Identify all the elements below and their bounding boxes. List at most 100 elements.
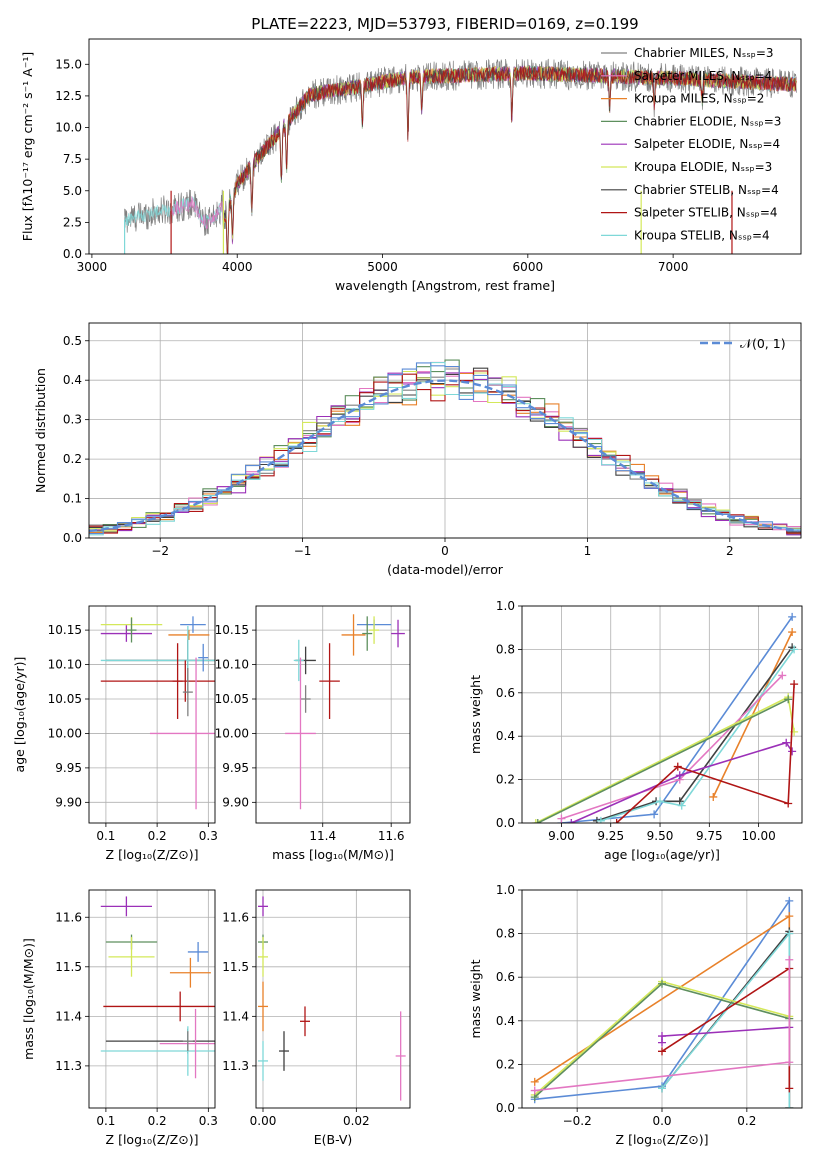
y-tick-label: 10.00 xyxy=(215,726,249,740)
panel-spectrum: 3000 4000 5000 6000 7000 0.0 2.5 5.0 7.5 10.0 12.5… xyxy=(20,38,802,293)
mass-weight-marker xyxy=(785,1084,794,1093)
histogram-kroupa_stelib xyxy=(89,362,801,536)
y-tick-label: 0.2 xyxy=(63,452,82,466)
x-tick-label: 9.25 xyxy=(597,829,624,843)
histogram-gaussian xyxy=(89,362,801,535)
y-tick-label: 0.5 xyxy=(63,334,82,348)
mass-weight-marker xyxy=(785,955,794,964)
legend-label: Salpeter MILES, Nₛₛₚ=4 xyxy=(634,69,772,83)
panel-residuals: −2 −1 0 1 2 0.0 0.1 0.2 0.3 0.4 0.5 (data-model)/er… xyxy=(33,322,802,577)
legend-label: Kroupa MILES, Nₛₛₚ=2 xyxy=(634,92,764,106)
y-tick-label: 11.6 xyxy=(222,910,249,924)
mass-weight-line-salpeter_elodie xyxy=(661,1026,790,1043)
mass-weight-line-salpeter_miles xyxy=(561,674,783,820)
y-tick-label: 11.5 xyxy=(55,960,82,974)
y-tick-label: 0.8 xyxy=(496,642,515,656)
mass-weight-marker xyxy=(673,762,682,771)
y-tick-label: 0.3 xyxy=(63,413,82,427)
gaussian-curve xyxy=(89,379,799,533)
mass-weight-marker xyxy=(785,896,794,905)
spectrum-line-salpeter_stelib xyxy=(223,65,797,254)
y-tick-label: 11.5 xyxy=(222,960,249,974)
y-tick-label: 15.0 xyxy=(55,57,82,71)
mass-weight-marker xyxy=(533,819,542,823)
axes-frame xyxy=(255,889,411,1109)
y-tick-label: 9.95 xyxy=(222,761,249,775)
x-tick-label: 9.75 xyxy=(696,829,723,843)
y-tick-label: 10.05 xyxy=(48,692,82,706)
y-tick-label: 7.5 xyxy=(63,152,82,166)
x-axis-label: mass [log₁₀(M/M⊙)] xyxy=(272,847,394,862)
mass-weight-marker xyxy=(675,797,684,806)
y-tick-label: 0.6 xyxy=(496,686,515,700)
mass-weight-marker xyxy=(567,819,576,823)
x-axis-label: wavelength [Angstrom, rest frame] xyxy=(335,278,555,293)
y-axis-label: Normed distribution xyxy=(33,368,48,493)
y-tick-label: 9.90 xyxy=(55,795,82,809)
x-axis-label: Z [log₁₀(Z/Z⊙)] xyxy=(616,1132,709,1147)
x-tick-label: 9.50 xyxy=(647,829,674,843)
y-tick-label: 10.0 xyxy=(55,121,82,135)
y-tick-label: 0.4 xyxy=(496,1014,515,1028)
x-axis-label: Z [log₁₀(Z/Z⊙)] xyxy=(106,1132,199,1147)
panel-mass_vs_ebv: 0.00 0.02 11.3 11.4 11.5 11.6 E(B-V) xyxy=(222,889,411,1147)
spectrum-line-chabrier_miles xyxy=(124,58,797,254)
plot-area xyxy=(100,616,215,810)
spectrum-line-kroupa_elodie xyxy=(223,65,797,254)
plot-area xyxy=(123,58,797,254)
x-tick-label: 0.1 xyxy=(96,1114,115,1128)
mass-weight-marker xyxy=(658,1084,666,1093)
x-tick-label: 9.00 xyxy=(548,829,575,843)
x-axis-label: E(B-V) xyxy=(314,1132,353,1147)
mass-weight-marker xyxy=(784,799,793,808)
plot-area xyxy=(285,614,405,810)
y-tick-label: 0.4 xyxy=(496,729,515,743)
mass-weight-marker xyxy=(530,1086,539,1095)
panel-age_vs_Z: 0.1 0.2 0.3 9.90 9.95 10.00 10.05 10.10 10.15 Z [… xyxy=(12,605,218,862)
axes-frame xyxy=(88,605,216,824)
x-tick-label: 2 xyxy=(726,544,734,558)
x-tick-label: 4000 xyxy=(222,260,253,274)
panel-mass_weight_vs_Z: −0.2 0.0 0.2 0.0 0.2 0.4 0.6 0.8 1.0 Z [log₁₀(Z/Z… xyxy=(468,883,803,1147)
mass-weight-marker xyxy=(675,771,684,780)
x-tick-label: 7000 xyxy=(658,260,689,274)
legend: Chabrier MILES, Nₛₛₚ=3 Salpeter MILES, Nₛ… xyxy=(601,46,781,242)
legend-label: Salpeter STELIB, Nₛₛₚ=4 xyxy=(634,206,778,220)
plot-area xyxy=(89,359,801,536)
y-tick-label: 0.0 xyxy=(496,1101,515,1115)
x-tick-label: 5000 xyxy=(367,260,398,274)
axes-frame xyxy=(88,38,802,255)
x-tick-label: 0.3 xyxy=(199,829,218,843)
plot-area xyxy=(100,896,215,1079)
y-axis-label: age [log₁₀(age/yr)] xyxy=(12,657,27,773)
x-tick-label: −0.2 xyxy=(563,1114,592,1128)
y-tick-label: 11.3 xyxy=(55,1059,82,1073)
mass-weight-marker xyxy=(650,810,659,819)
axes-frame xyxy=(521,605,803,824)
x-tick-label: 0.00 xyxy=(250,1114,277,1128)
y-tick-label: 0.8 xyxy=(496,927,515,941)
y-axis-label: mass [log₁₀(M/M⊙)] xyxy=(21,938,36,1060)
x-tick-label: 3000 xyxy=(77,260,108,274)
legend-label: Chabrier STELIB, Nₛₛₚ=4 xyxy=(634,183,779,197)
y-axis-label: mass weight xyxy=(468,675,483,754)
plot-area xyxy=(258,896,406,1101)
y-tick-label: 0.4 xyxy=(63,373,82,387)
x-axis-label: Z [log₁₀(Z/Z⊙)] xyxy=(106,847,199,862)
mass-weight-marker xyxy=(785,912,794,921)
mass-weight-marker xyxy=(778,671,787,680)
mass-weight-marker xyxy=(788,628,797,637)
y-tick-label: 10.15 xyxy=(215,623,249,637)
y-tick-label: 10.10 xyxy=(215,658,249,672)
mass-weight-marker xyxy=(709,792,718,801)
legend-label: Chabrier MILES, Nₛₛₚ=3 xyxy=(634,46,774,60)
x-axis-label: age [log₁₀(age/yr)] xyxy=(604,847,720,862)
y-tick-label: 0.1 xyxy=(63,492,82,506)
panel-age_vs_mass: 11.4 11.6 9.90 9.95 10.00 10.05 10.10 10.15 mass… xyxy=(215,605,411,862)
mass-weight-marker xyxy=(790,645,799,654)
y-axis-label: Flux [fλ10⁻¹⁷ erg cm⁻² s⁻¹ A⁻¹] xyxy=(20,52,35,241)
y-tick-label: 0.0 xyxy=(63,247,82,261)
mass-weight-marker xyxy=(557,814,566,823)
legend-label-gaussian: 𝒩(0, 1) xyxy=(740,336,786,351)
